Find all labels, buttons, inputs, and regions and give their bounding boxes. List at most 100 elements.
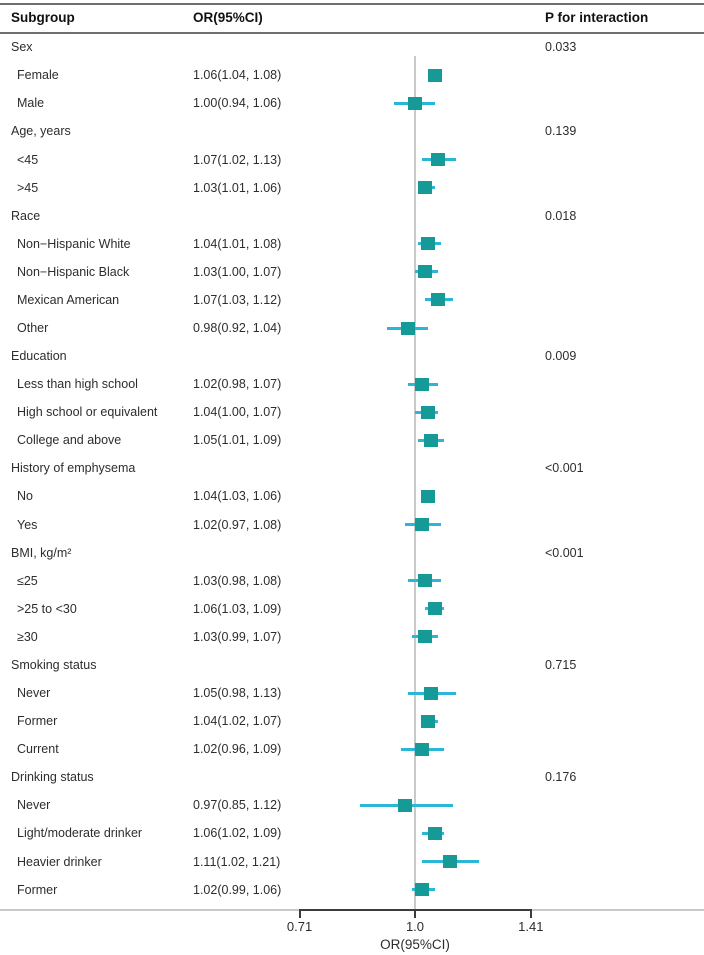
group-row: Education 0.009 [0, 342, 704, 370]
row-label: College and above [17, 433, 122, 448]
group-label: Drinking status [11, 770, 94, 785]
forest-row: >25 to <30 1.06(1.03, 1.09) [0, 595, 704, 623]
or-ci-value: 1.03(1.01, 1.06) [193, 180, 282, 195]
forest-row: Yes 1.02(0.97, 1.08) [0, 511, 704, 539]
or-ci-value: 1.02(0.97, 1.08) [193, 517, 282, 532]
or-ci-value: 0.97(0.85, 1.12) [193, 798, 282, 813]
group-row: BMI, kg/m² <0.001 [0, 539, 704, 567]
row-label: >45 [17, 180, 39, 195]
or-ci-value: 1.06(1.02, 1.09) [193, 826, 282, 841]
row-label: Light/moderate drinker [17, 826, 143, 841]
or-marker [414, 742, 429, 756]
axis-tick [529, 909, 532, 918]
group-label: Race [11, 208, 41, 223]
forest-row: Former 1.02(0.99, 1.06) [0, 876, 704, 904]
forest-row: Male 1.00(0.94, 1.06) [0, 89, 704, 117]
or-ci-value: 1.06(1.04, 1.08) [193, 68, 282, 83]
forest-row: <45 1.07(1.02, 1.13) [0, 146, 704, 174]
row-label: ≤25 [17, 573, 38, 588]
group-label: BMI, kg/m² [11, 545, 72, 560]
or-marker [427, 826, 442, 840]
forest-row: High school or equivalent 1.04(1.00, 1.07… [0, 398, 704, 426]
forest-row: Light/moderate drinker 1.06(1.02, 1.09) [0, 819, 704, 847]
row-label: Heavier drinker [17, 854, 102, 869]
row-label: No [17, 489, 33, 504]
p-value: 0.009 [545, 349, 577, 364]
row-label: Less than high school [17, 377, 138, 392]
axis-tick-label: 1.41 [518, 919, 544, 934]
group-row: Age, years 0.139 [0, 117, 704, 145]
or-marker [417, 181, 432, 195]
or-marker [443, 855, 458, 869]
row-label: <45 [17, 152, 39, 167]
or-marker [427, 68, 442, 82]
or-ci-value: 1.06(1.03, 1.09) [193, 601, 282, 616]
axis-tick [298, 909, 301, 918]
group-row: History of emphysema <0.001 [0, 454, 704, 482]
top-rule [0, 3, 704, 5]
or-marker [427, 602, 442, 616]
or-ci-value: 1.07(1.02, 1.13) [193, 152, 282, 167]
forest-row: Never 1.05(0.98, 1.13) [0, 679, 704, 707]
or-marker [421, 237, 436, 251]
p-value: 0.715 [545, 657, 577, 672]
p-value: 0.176 [545, 770, 577, 785]
row-label: Female [17, 68, 59, 83]
forest-row: ≤25 1.03(0.98, 1.08) [0, 567, 704, 595]
or-marker [424, 686, 439, 700]
or-marker [417, 574, 432, 588]
forest-row: Former 1.04(1.02, 1.07) [0, 707, 704, 735]
or-ci-value: 1.03(0.99, 1.07) [193, 629, 282, 644]
or-marker [414, 883, 429, 897]
row-label: >25 to <30 [17, 601, 77, 616]
group-row: Smoking status 0.715 [0, 651, 704, 679]
forest-row: Non−Hispanic Black 1.03(1.00, 1.07) [0, 258, 704, 286]
or-marker [421, 489, 436, 503]
or-marker [414, 518, 429, 532]
row-label: Former [17, 714, 58, 729]
p-value: 0.033 [545, 40, 577, 55]
p-value: <0.001 [545, 461, 584, 476]
forest-row: Current 1.02(0.96, 1.09) [0, 735, 704, 763]
p-value: 0.018 [545, 208, 577, 223]
or-ci-value: 1.11(1.02, 1.21) [193, 854, 281, 869]
forest-row: Female 1.06(1.04, 1.08) [0, 61, 704, 89]
or-marker [424, 433, 439, 447]
or-ci-value: 1.07(1.03, 1.12) [193, 292, 282, 307]
or-ci-value: 1.00(0.94, 1.06) [193, 96, 282, 111]
row-label: Non−Hispanic Black [17, 264, 130, 279]
row-label: Other [17, 321, 49, 335]
or-marker [417, 265, 432, 279]
or-marker [397, 798, 412, 812]
or-marker [414, 377, 429, 391]
row-label: ≥30 [17, 629, 38, 644]
axis-tick [414, 909, 416, 918]
forest-row: Mexican American 1.07(1.03, 1.12) [0, 286, 704, 314]
reference-line [413, 56, 416, 909]
or-marker [430, 293, 445, 307]
group-label: Sex [11, 40, 33, 55]
forest-row: ≥30 1.03(0.99, 1.07) [0, 623, 704, 651]
forest-row: No 1.04(1.03, 1.06) [0, 482, 704, 510]
or-marker [421, 405, 436, 419]
forest-row: Heavier drinker 1.11(1.02, 1.21) [0, 848, 704, 876]
axis-tick-label: 0.71 [286, 919, 313, 934]
p-value: 0.139 [545, 124, 577, 139]
group-label: Age, years [11, 124, 71, 139]
row-label: Yes [17, 517, 38, 532]
or-ci-value: 1.04(1.03, 1.06) [193, 489, 282, 504]
or-ci-value: 1.02(0.98, 1.07) [193, 377, 282, 392]
column-header-or: OR(95%CI) [193, 10, 263, 25]
row-label: Non−Hispanic White [17, 236, 131, 251]
group-label: History of emphysema [11, 461, 136, 476]
row-label: Never [17, 798, 51, 813]
or-marker [408, 96, 422, 110]
or-ci-value: 1.04(1.01, 1.08) [193, 236, 282, 251]
p-value: <0.001 [545, 545, 584, 560]
row-label: Mexican American [17, 292, 120, 307]
or-ci-value: 1.04(1.00, 1.07) [193, 405, 282, 420]
or-ci-value: 1.04(1.02, 1.07) [193, 714, 282, 729]
or-marker [417, 630, 432, 644]
forest-row: >45 1.03(1.01, 1.06) [0, 174, 704, 202]
or-ci-value: 1.02(0.99, 1.06) [193, 882, 282, 897]
